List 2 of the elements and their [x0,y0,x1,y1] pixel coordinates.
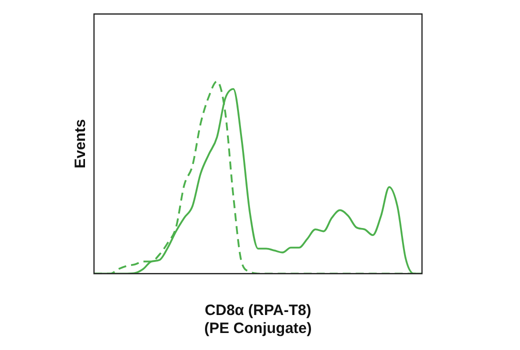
y-axis-title: Events [72,119,90,168]
x-axis-title: CD8α (RPA-T8) (PE Conjugate) [204,302,312,338]
